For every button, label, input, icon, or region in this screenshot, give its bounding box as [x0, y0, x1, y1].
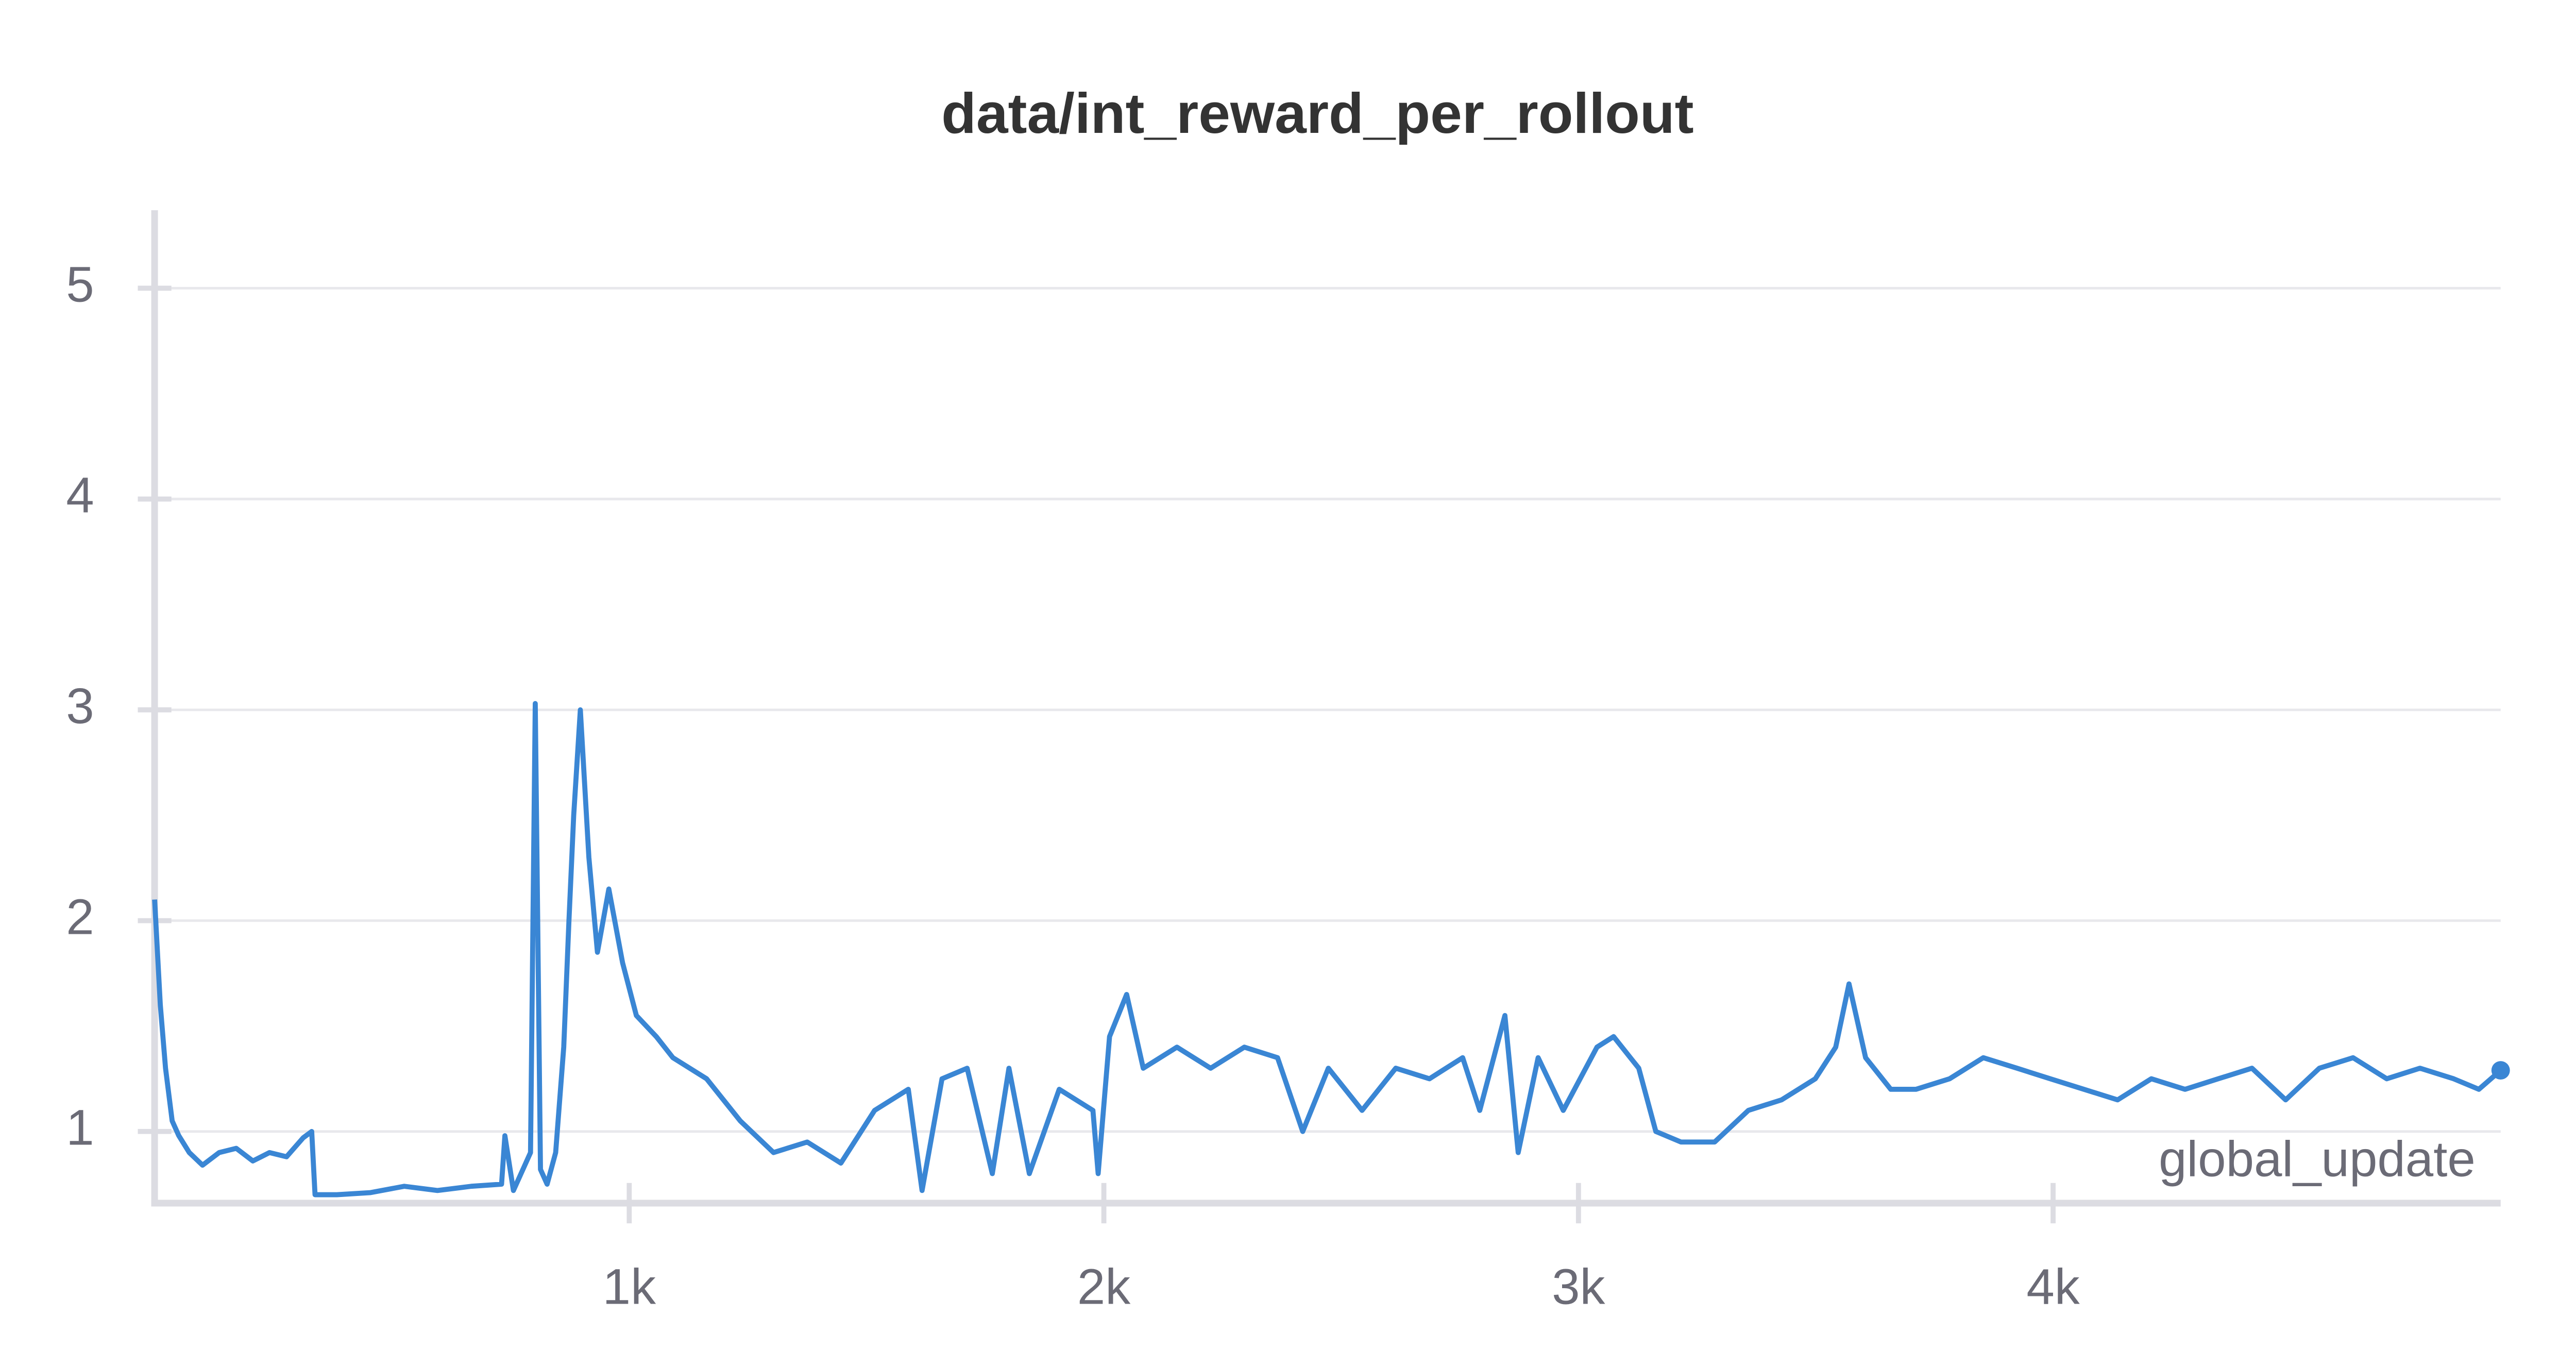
x-tick-label: 2k — [1077, 1258, 1131, 1314]
x-tick-label: 1k — [603, 1258, 656, 1314]
y-tick-label: 1 — [66, 1099, 94, 1156]
x-tick-label: 4k — [2026, 1258, 2080, 1314]
y-tick-label: 5 — [66, 255, 94, 312]
x-axis-label: global_update — [2159, 1130, 2476, 1187]
chart-title: data/int_reward_per_rollout — [941, 81, 1693, 145]
y-tick-label: 2 — [66, 888, 94, 945]
y-tick-label: 3 — [66, 677, 94, 734]
y-tick-label: 4 — [66, 467, 94, 523]
line — [152, 701, 2502, 1198]
x-tick-label: 3k — [1552, 1258, 1605, 1314]
end-point — [2491, 1061, 2510, 1080]
